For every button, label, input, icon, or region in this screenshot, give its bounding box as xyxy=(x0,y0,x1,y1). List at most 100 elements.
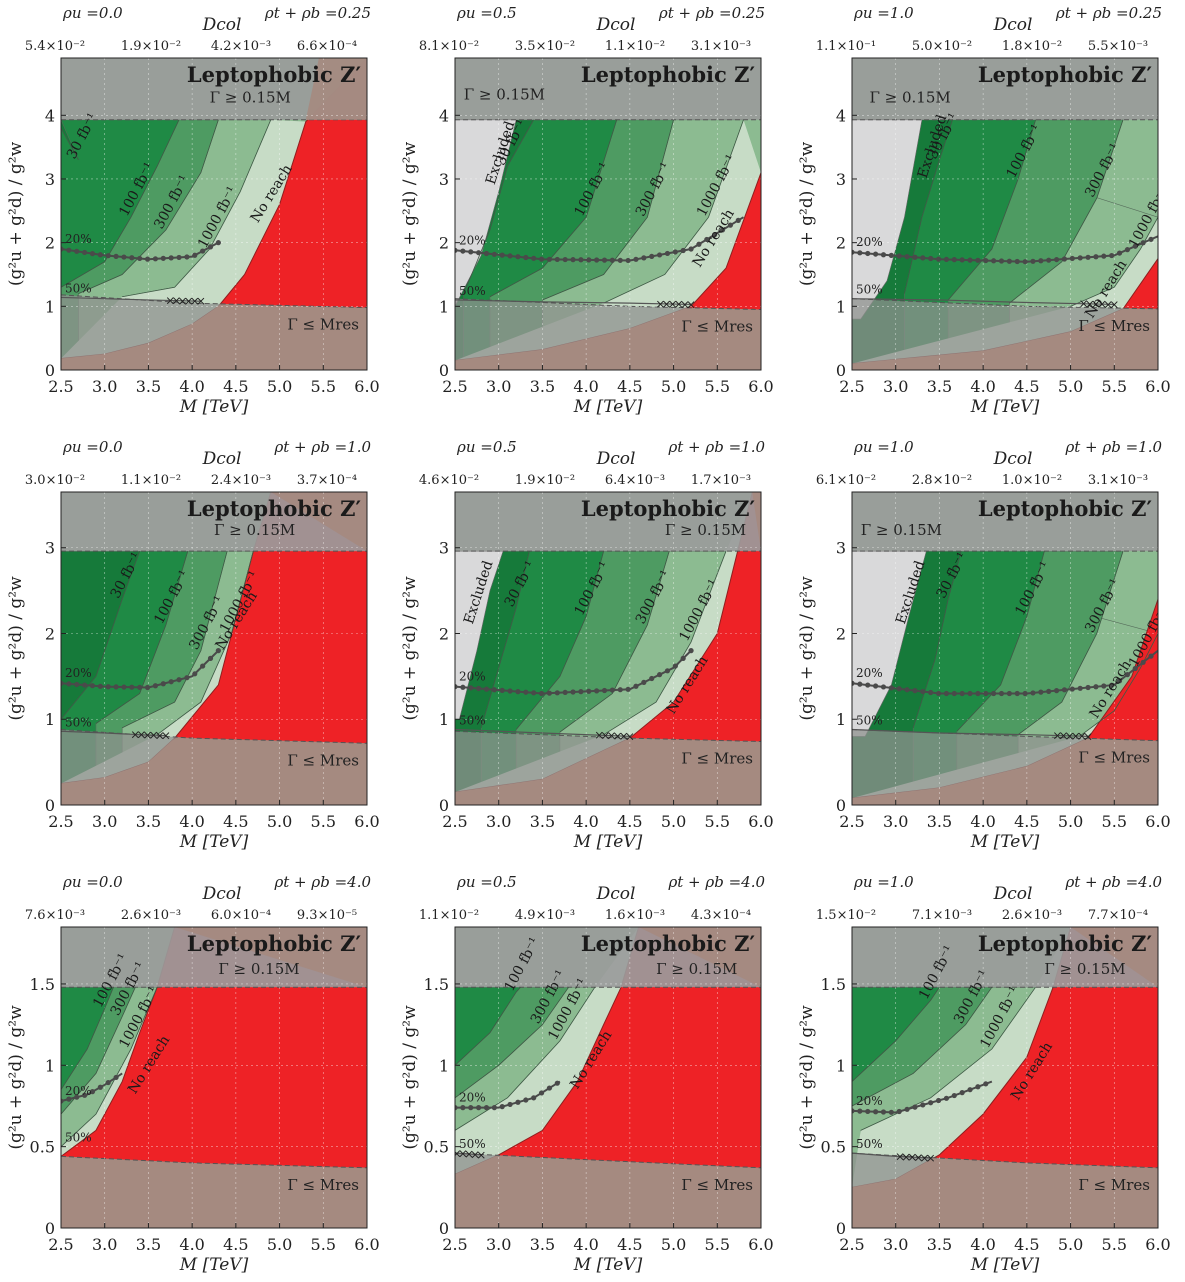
pct50-marker: × xyxy=(184,294,194,308)
pct50-curve xyxy=(455,728,630,737)
y-tick-label: 0.5 xyxy=(424,1138,449,1157)
pct20-marker xyxy=(144,256,151,262)
pct20-marker xyxy=(1022,690,1028,697)
width-limit-label: Γ ≥ 0.15M xyxy=(464,85,545,103)
y-tick-label: 3 xyxy=(45,170,55,189)
brand-label: Leptophobic Z′ xyxy=(978,931,1153,956)
x-tick-label: 5.0 xyxy=(267,1235,292,1254)
y-tick-label: 2 xyxy=(836,234,846,253)
plot-frame xyxy=(454,491,762,806)
pct20-marker xyxy=(97,1084,103,1090)
pct50-label: 50% xyxy=(856,283,883,297)
x-tick-label: 3.0 xyxy=(486,377,511,396)
mres-line xyxy=(455,730,761,743)
x-tick-label: 3.0 xyxy=(92,1235,117,1254)
mres-band xyxy=(455,307,761,370)
pct20-marker xyxy=(656,672,663,678)
pct20-marker xyxy=(1061,687,1068,693)
pct50-marker: × xyxy=(901,1150,911,1164)
pct20-marker xyxy=(967,257,973,263)
brand-label: Leptophobic Z′ xyxy=(187,62,362,87)
mres-band xyxy=(455,738,761,805)
y-tick-label: 1.5 xyxy=(424,975,449,994)
rho-tb-label: ρt + ρb =0.25 xyxy=(658,4,765,22)
pct20-marker xyxy=(168,679,174,685)
dcol-axis-title: Dcol xyxy=(993,449,1033,469)
pct20-marker xyxy=(664,668,671,674)
x-tick-label: 6.0 xyxy=(354,812,379,831)
pct20-marker xyxy=(1006,258,1012,264)
pct50-marker: × xyxy=(161,729,171,743)
mres-line xyxy=(852,1152,1158,1169)
pct20-curve xyxy=(61,1072,123,1103)
pct50-marker: × xyxy=(470,1147,480,1161)
y-tick-label: 0 xyxy=(45,361,55,380)
pct50-marker: × xyxy=(913,1150,923,1164)
width-limit-label: Γ ≥ 0.15M xyxy=(869,89,950,107)
pct20-marker xyxy=(192,671,198,677)
pct20-marker xyxy=(1124,247,1130,253)
pct20-marker xyxy=(857,250,863,256)
pct20-marker xyxy=(975,1084,981,1090)
dcol-tick-label: 3.5×10⁻² xyxy=(515,39,575,54)
pct20-marker xyxy=(641,679,647,685)
x-tick-label: 5.0 xyxy=(267,812,292,831)
pct20-marker xyxy=(538,256,545,262)
pct20-marker xyxy=(184,675,190,681)
pct50-label: 50% xyxy=(459,1137,486,1151)
pct50-marker: × xyxy=(686,297,696,311)
pct20-marker xyxy=(649,675,655,682)
pct20-label: 20% xyxy=(65,232,92,246)
x-tick-label: 6.0 xyxy=(1145,812,1170,831)
pct20-marker xyxy=(609,687,615,693)
width-band xyxy=(455,492,761,552)
x-tick-label: 6.0 xyxy=(1145,377,1170,396)
pct50-marker: × xyxy=(606,729,616,743)
reach-curve xyxy=(61,551,141,720)
pct20-marker xyxy=(61,1098,64,1104)
pct20-marker xyxy=(1046,688,1052,694)
pct20-label: 20% xyxy=(459,233,486,247)
mres-band xyxy=(61,303,367,370)
pct20-marker xyxy=(1101,253,1107,259)
pct20-marker xyxy=(983,257,989,264)
mres-label: Γ ≤ Mres xyxy=(681,750,753,768)
pct20-marker xyxy=(554,1080,560,1086)
plot-frame xyxy=(851,57,1159,371)
pct20-marker xyxy=(1069,686,1075,692)
x-tick-label: 3.5 xyxy=(530,377,555,396)
pct20-marker xyxy=(1101,683,1107,689)
pct20-marker xyxy=(712,232,718,238)
pct20-marker xyxy=(641,255,647,261)
y-tick-label: 1 xyxy=(439,1056,449,1075)
pct50-marker: × xyxy=(668,297,678,311)
reach-curve xyxy=(559,551,670,733)
y-tick-label: 1 xyxy=(836,1056,846,1075)
y-tick-label: 4 xyxy=(836,106,846,125)
pct20-marker xyxy=(460,684,466,690)
x-tick-label: 5.0 xyxy=(1058,1235,1083,1254)
pct20-marker xyxy=(852,1108,855,1114)
pct20-marker xyxy=(578,257,584,263)
mres-band xyxy=(61,737,367,805)
pct20-marker xyxy=(105,684,111,690)
pct20-marker xyxy=(570,257,576,263)
pct20-marker xyxy=(460,248,466,254)
pct20-marker xyxy=(1077,255,1083,261)
pct20-marker xyxy=(97,252,103,258)
pct20-marker xyxy=(515,1099,521,1105)
dcol-tick-label: 2.6×10⁻³ xyxy=(121,908,181,923)
pct50-marker: × xyxy=(177,294,187,308)
width-band-red-part xyxy=(638,927,761,988)
pct20-marker xyxy=(113,1074,119,1081)
dcol-tick-label: 4.9×10⁻³ xyxy=(515,908,575,923)
y-tick-label: 0.5 xyxy=(821,1138,846,1157)
pct20-marker xyxy=(609,257,615,263)
pct20-marker xyxy=(168,255,174,261)
pct20-marker xyxy=(625,257,631,264)
x-tick-label: 4.0 xyxy=(573,377,598,396)
pct20-marker xyxy=(633,256,639,262)
pct20-marker xyxy=(888,1109,894,1115)
dcol-tick-label: 8.1×10⁻² xyxy=(419,39,479,54)
pct20-marker xyxy=(215,240,221,246)
